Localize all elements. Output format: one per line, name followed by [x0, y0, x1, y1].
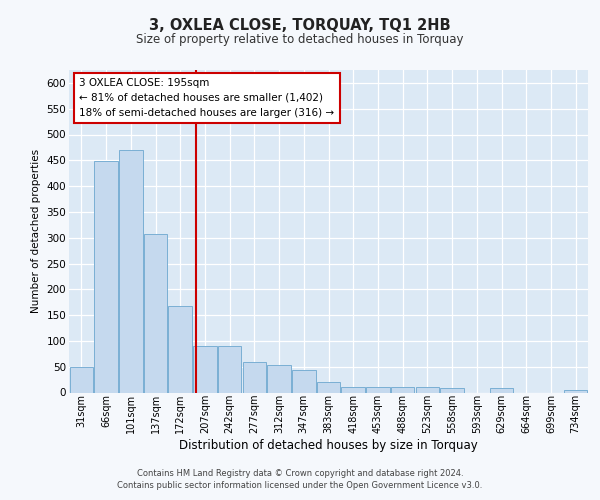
Bar: [94, 162, 118, 392]
Y-axis label: Number of detached properties: Number of detached properties: [31, 149, 41, 314]
Bar: [440, 388, 464, 392]
Bar: [119, 150, 143, 392]
Bar: [317, 382, 340, 392]
Text: 3, OXLEA CLOSE, TORQUAY, TQ1 2HB: 3, OXLEA CLOSE, TORQUAY, TQ1 2HB: [149, 18, 451, 32]
Bar: [564, 390, 587, 392]
Bar: [366, 388, 389, 392]
Bar: [490, 388, 513, 392]
Bar: [268, 365, 291, 392]
Text: Contains HM Land Registry data © Crown copyright and database right 2024.: Contains HM Land Registry data © Crown c…: [137, 470, 463, 478]
Bar: [341, 388, 365, 392]
Text: 3 OXLEA CLOSE: 195sqm
← 81% of detached houses are smaller (1,402)
18% of semi-d: 3 OXLEA CLOSE: 195sqm ← 81% of detached …: [79, 78, 335, 118]
Bar: [292, 370, 316, 392]
Bar: [218, 346, 241, 393]
Bar: [169, 306, 192, 392]
X-axis label: Distribution of detached houses by size in Torquay: Distribution of detached houses by size …: [179, 439, 478, 452]
Bar: [193, 346, 217, 393]
Bar: [391, 388, 415, 392]
Text: Size of property relative to detached houses in Torquay: Size of property relative to detached ho…: [136, 32, 464, 46]
Bar: [242, 362, 266, 392]
Text: Contains public sector information licensed under the Open Government Licence v3: Contains public sector information licen…: [118, 480, 482, 490]
Bar: [70, 366, 93, 392]
Bar: [144, 234, 167, 392]
Bar: [416, 388, 439, 392]
